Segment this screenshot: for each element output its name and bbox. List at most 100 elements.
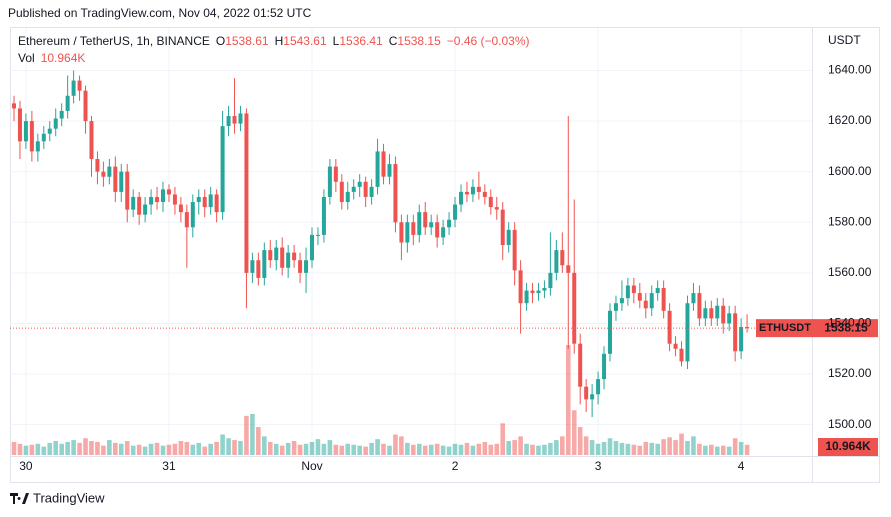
volume-bar	[339, 445, 345, 455]
volume-name: Vol	[18, 51, 35, 65]
volume-bar	[309, 441, 315, 455]
candle-body	[441, 227, 446, 238]
candle-body	[65, 95, 70, 111]
candle-body	[667, 310, 672, 344]
volume-bar	[321, 443, 327, 455]
candle-body	[41, 133, 46, 142]
volume-bar	[130, 445, 136, 455]
volume-bar	[226, 438, 231, 455]
volume-bar	[327, 440, 333, 455]
candle-body	[137, 196, 142, 215]
candle-body	[494, 207, 499, 210]
volume-bar	[190, 444, 196, 455]
volume-bar	[571, 410, 577, 455]
volume-bar	[250, 413, 255, 455]
axis-label: USDT	[828, 33, 861, 47]
y-tick-label: 1540.00	[828, 316, 872, 330]
candle-body	[369, 186, 374, 197]
candle-body	[256, 260, 261, 278]
volume-bar	[256, 427, 261, 455]
candle-body	[310, 234, 314, 261]
candle-body	[345, 191, 350, 203]
candle-body	[536, 290, 541, 294]
volume-bar	[333, 444, 339, 455]
volume-bar	[619, 442, 625, 455]
volume-bar	[148, 443, 154, 455]
volume-bar	[536, 445, 541, 455]
volume-bar	[166, 444, 172, 455]
volume-bar	[136, 444, 142, 455]
candle-body	[530, 290, 535, 294]
candle-body	[232, 116, 237, 124]
candle-body	[83, 90, 88, 122]
volume-bar	[732, 438, 738, 455]
candle-body	[691, 293, 696, 304]
volume-bar	[482, 441, 488, 455]
brand: TradingView	[10, 490, 105, 505]
volume-bar	[506, 441, 511, 455]
volume-bar	[697, 443, 702, 455]
brand-logo	[10, 493, 29, 504]
volume-bar	[494, 443, 500, 455]
volume-bar	[679, 433, 684, 455]
candle-body	[435, 222, 440, 238]
candle-body	[560, 250, 565, 266]
candle-body	[518, 270, 523, 304]
volume-bar	[458, 444, 464, 455]
candle-body	[506, 229, 511, 246]
volume-bar	[637, 445, 643, 455]
candle-body	[327, 166, 332, 197]
volume-bar	[703, 445, 708, 455]
candle-body	[387, 164, 392, 177]
change: −0.46 (−0.03%)	[447, 34, 530, 48]
volume-bar	[589, 440, 595, 455]
candle-body	[161, 189, 165, 203]
volume-bar	[262, 436, 267, 455]
key: H	[275, 34, 284, 48]
candle-body	[381, 151, 386, 177]
candle-body	[53, 118, 58, 129]
y-tick-label: 1500.00	[828, 417, 872, 431]
candle-body	[602, 353, 607, 380]
volume-bar	[267, 441, 273, 455]
candle-body	[643, 300, 648, 309]
volume-bar	[577, 427, 583, 455]
volume-bar	[11, 441, 17, 455]
candle-body	[584, 386, 589, 400]
candle-body	[613, 303, 618, 311]
volume-bar	[625, 443, 631, 455]
volume-bar	[23, 445, 29, 455]
volume-bar	[393, 434, 398, 455]
candle-body	[244, 113, 249, 273]
candle-body	[274, 247, 279, 261]
x-tick-label: 2	[452, 459, 459, 473]
candle-body	[476, 186, 481, 192]
candle-layer	[12, 70, 750, 418]
volume-bar	[643, 441, 649, 455]
value: 1538.61	[225, 34, 269, 48]
x-tick-label: 3	[595, 459, 602, 473]
chart-frame	[10, 27, 880, 483]
candle-body	[715, 305, 720, 319]
candle-body	[453, 204, 458, 220]
volume-bar	[601, 441, 607, 455]
legend-ohlc: Ethereum / TetherUS, 1h, BINANCE O1538.61…	[18, 34, 530, 48]
candle-body	[77, 80, 82, 91]
candle-body	[321, 196, 326, 235]
volume-bar	[691, 436, 696, 455]
ticker-label: ETHUSDT	[759, 322, 811, 334]
volume-bar	[303, 443, 309, 455]
volume-bar	[554, 440, 559, 455]
candle-body	[637, 293, 642, 301]
candle-body	[572, 272, 577, 344]
volume-bar	[560, 436, 565, 455]
candle-body	[357, 181, 362, 187]
volume-bar	[142, 446, 148, 455]
volume-bar	[154, 442, 160, 455]
volume-bar	[548, 442, 553, 455]
candle-body	[238, 113, 243, 124]
volume-bar	[440, 445, 446, 455]
candle-body	[459, 191, 463, 205]
volume-bar	[53, 441, 59, 455]
candle-body	[17, 108, 22, 142]
